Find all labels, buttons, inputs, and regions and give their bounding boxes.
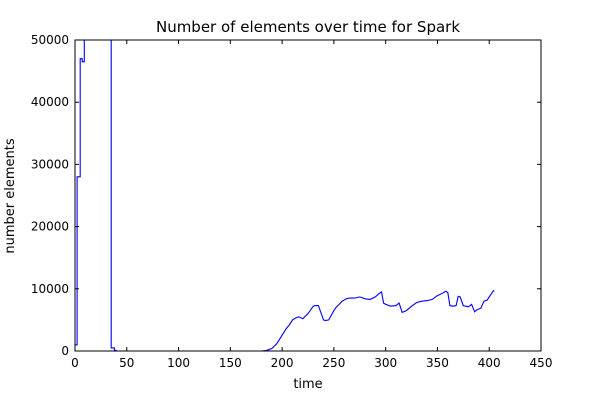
series-line-0 xyxy=(75,40,495,351)
x-tick-label: 150 xyxy=(219,356,242,370)
x-tick-label: 0 xyxy=(71,356,79,370)
chart-title: Number of elements over time for Spark xyxy=(156,18,460,36)
x-tick-label: 50 xyxy=(119,356,134,370)
x-tick-label: 450 xyxy=(530,356,553,370)
y-tick-label: 10000 xyxy=(31,282,69,296)
x-tick-label: 300 xyxy=(374,356,397,370)
y-tick-label: 50000 xyxy=(31,33,69,47)
series-layer xyxy=(75,40,495,351)
plot-frame xyxy=(74,39,542,352)
x-tick-label: 250 xyxy=(322,356,345,370)
y-tick-label: 30000 xyxy=(31,157,69,171)
y-tick-label: 40000 xyxy=(31,95,69,109)
x-tick-label: 350 xyxy=(426,356,449,370)
tick-layer: 0 50 100 150 200 250 300 350 400 450 0 10000 20000 30… xyxy=(31,33,553,370)
x-axis-label: time xyxy=(293,377,322,392)
y-tick-label: 0 xyxy=(61,344,69,358)
x-tick-label: 400 xyxy=(478,356,501,370)
x-tick-label: 200 xyxy=(271,356,294,370)
x-tick-label: 100 xyxy=(167,356,190,370)
y-axis-label: number elements xyxy=(3,138,18,253)
y-tick-label: 20000 xyxy=(31,220,69,234)
